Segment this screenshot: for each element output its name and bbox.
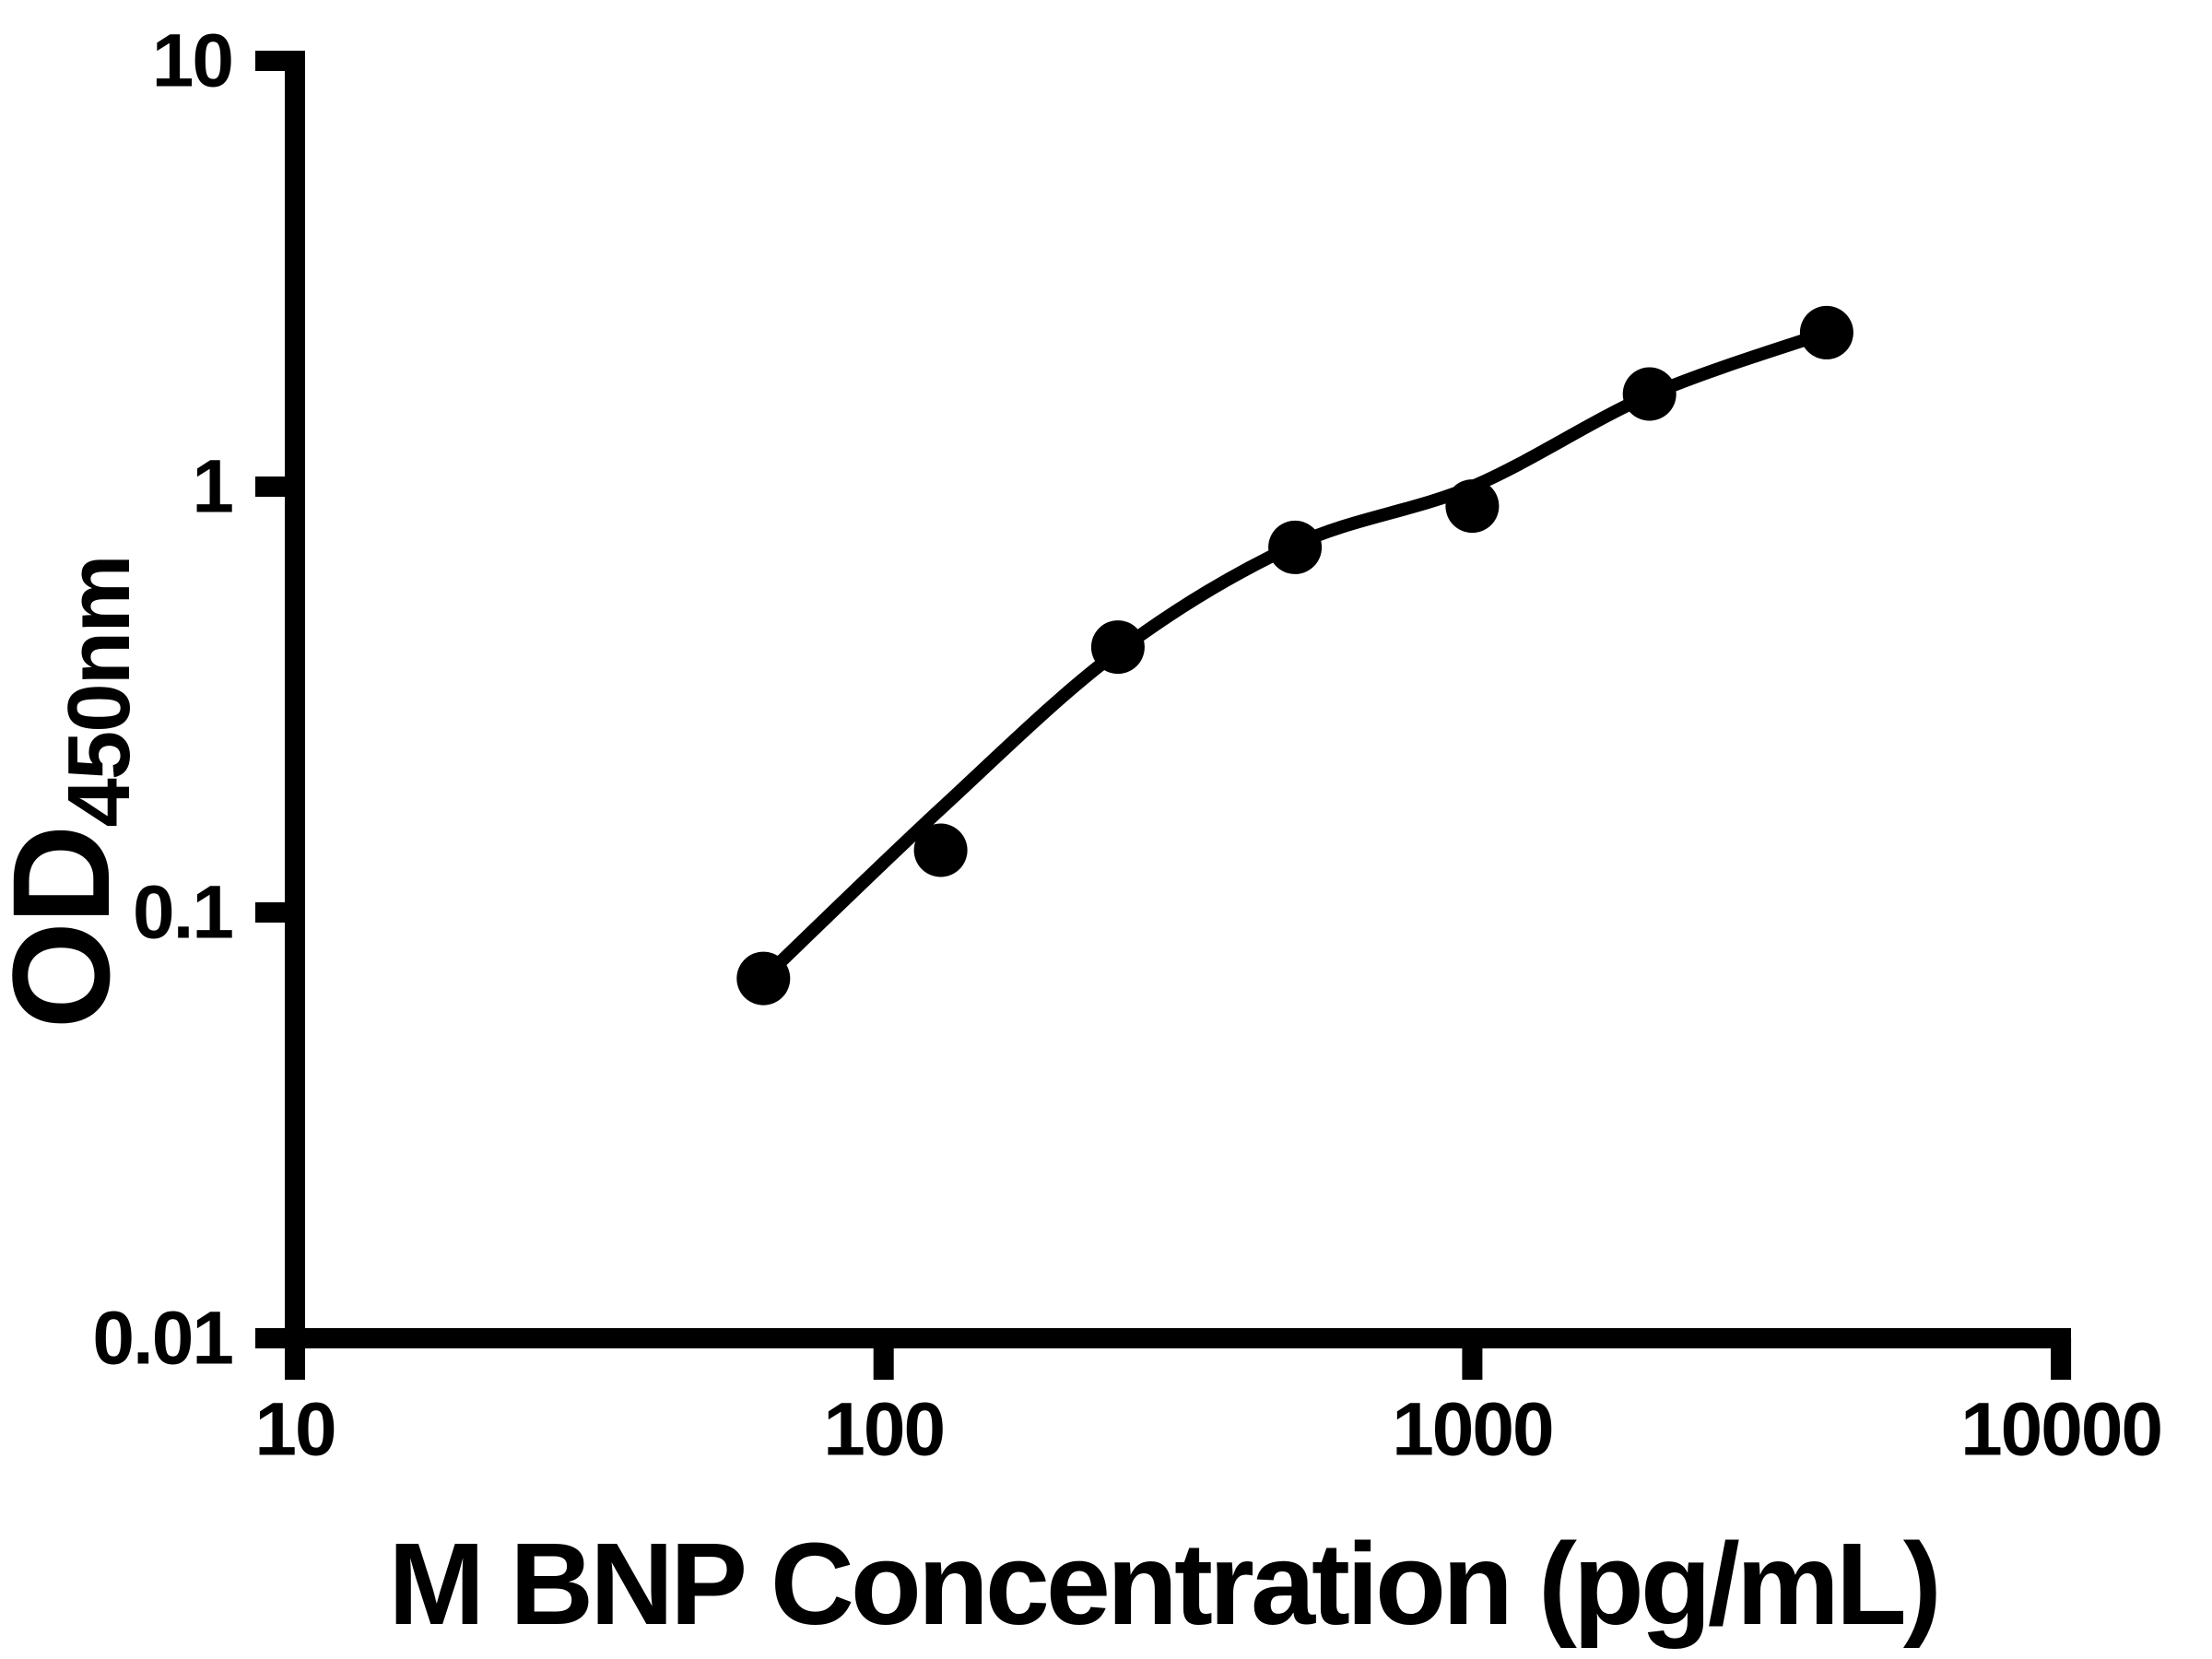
y-axis-ticks [255, 51, 295, 1348]
x-tick-label: 10000 [1960, 1387, 2161, 1471]
y-axis-title-subscript: 450nm [50, 556, 148, 827]
data-point [1090, 620, 1145, 675]
y-axis-title-main: OD [0, 828, 138, 1030]
axes [255, 51, 2071, 1380]
x-tick-label: 1000 [1392, 1387, 1552, 1471]
fitted-curve [757, 325, 1833, 985]
data-point [736, 951, 791, 1006]
x-axis-tick-labels: 10 100 1000 10000 [254, 1387, 2163, 1471]
y-tick-label: 0.1 [133, 871, 232, 955]
y-tick-label: 10 [152, 19, 232, 103]
x-axis-title: M BNP Concentration (pg/mL) [388, 1519, 1938, 1649]
y-tick-label: 1 [192, 445, 232, 529]
data-point [1268, 520, 1323, 574]
y-tick-label: 0.01 [92, 1297, 232, 1381]
data-point [913, 823, 968, 877]
x-tick-label: 10 [254, 1387, 335, 1471]
y-axis-title: OD450nm [0, 556, 148, 1029]
data-point [1799, 305, 1853, 359]
data-point [1445, 479, 1500, 534]
data-points-group [736, 305, 1853, 1006]
data-point [1622, 367, 1677, 421]
x-tick-label: 100 [823, 1387, 944, 1471]
fitted-curve-group [757, 325, 1833, 985]
y-axis-tick-labels: 0.01 0.1 1 10 [92, 19, 234, 1381]
